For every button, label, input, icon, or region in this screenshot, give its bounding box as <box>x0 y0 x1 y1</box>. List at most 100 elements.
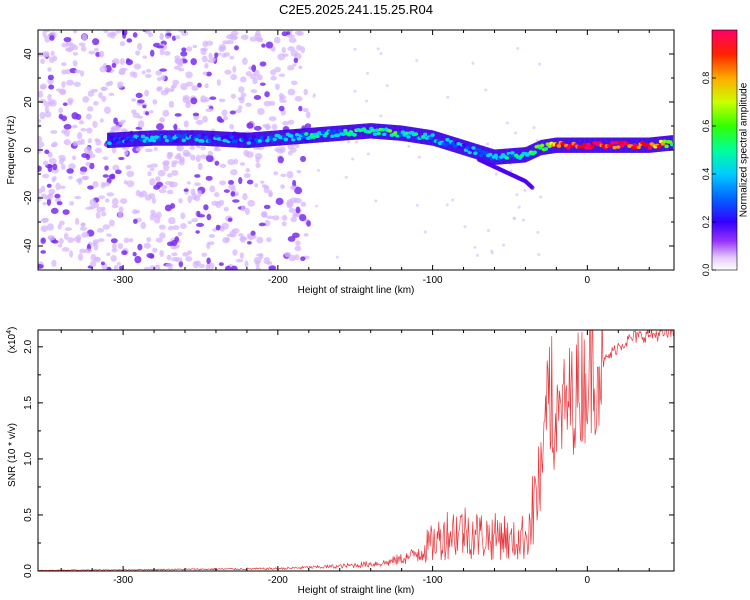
noise-speck <box>50 143 56 148</box>
noise-speck <box>47 67 52 72</box>
ridge-band <box>390 124 393 141</box>
noise-speck <box>238 177 243 185</box>
noise-speck <box>38 263 44 269</box>
noise-speck <box>463 225 467 229</box>
ridge-cell <box>296 136 302 141</box>
noise-speck <box>201 55 208 63</box>
noise-speck <box>180 51 188 57</box>
ridge-cell <box>116 140 121 145</box>
noise-speck <box>490 249 494 253</box>
noise-speck <box>303 88 309 96</box>
noise-speck <box>206 213 212 221</box>
noise-speck <box>178 158 185 166</box>
noise-speck <box>59 185 66 190</box>
noise-speck <box>223 189 231 193</box>
noise-speck <box>152 247 158 253</box>
noise-speck <box>44 149 50 155</box>
spectrogram-y-label: Frequency (Hz) <box>6 116 17 185</box>
noise-speck <box>42 173 50 179</box>
ridge-cell <box>476 148 482 152</box>
ridge-cell <box>268 135 274 140</box>
ridge-cell <box>400 130 406 135</box>
noise-speck <box>80 127 87 132</box>
noise-speck <box>85 154 91 160</box>
ridge-cell <box>619 143 625 148</box>
ridge-band <box>166 130 169 146</box>
noise-speck <box>133 63 142 70</box>
noise-speck <box>228 179 235 185</box>
ridge-band <box>446 134 448 151</box>
noise-speck <box>290 80 298 86</box>
noise-speck <box>215 200 222 209</box>
noise-speck <box>51 259 57 267</box>
noise-speck <box>106 192 115 197</box>
noise-speck <box>206 257 211 265</box>
noise-speck <box>98 50 105 58</box>
noise-speck <box>40 237 46 244</box>
noise-speck <box>150 209 156 215</box>
noise-speck <box>316 168 320 172</box>
ridge-band <box>478 144 481 161</box>
noise-speck <box>126 38 133 43</box>
noise-speck <box>149 167 155 172</box>
noise-speck <box>90 88 98 93</box>
noise-speck <box>245 102 252 107</box>
noise-speck <box>62 209 70 215</box>
ridge-cell <box>584 145 589 150</box>
noise-speck <box>167 173 173 178</box>
ridge-cell <box>294 132 300 137</box>
noise-speck <box>143 242 151 249</box>
noise-speck <box>64 227 73 231</box>
noise-speck <box>92 239 100 245</box>
noise-speck <box>242 193 248 201</box>
noise-speck <box>140 221 147 229</box>
noise-speck <box>234 191 239 196</box>
ridge-band <box>432 130 435 146</box>
noise-speck <box>40 185 46 193</box>
ridge-cell <box>376 131 381 136</box>
ridge-cell <box>138 137 144 142</box>
ridge-cell <box>233 136 238 140</box>
ridge-band <box>108 132 110 149</box>
noise-speck <box>264 91 270 98</box>
ridge-cell <box>328 130 333 134</box>
noise-speck <box>190 97 198 105</box>
noise-speck <box>115 169 122 175</box>
ridge-cell <box>413 132 419 136</box>
ridge-band <box>322 126 325 143</box>
noise-speck <box>229 124 235 130</box>
x-tick-label: -200 <box>268 275 288 286</box>
noise-speck <box>190 58 197 66</box>
noise-speck <box>119 198 128 204</box>
noise-speck <box>270 69 277 76</box>
noise-speck <box>221 222 230 230</box>
noise-speck <box>168 216 176 225</box>
ridge-band <box>379 123 381 140</box>
noise-speck <box>119 265 124 270</box>
ridge-band <box>232 131 234 148</box>
ridge-band <box>225 131 228 148</box>
noise-speck <box>88 50 96 55</box>
noise-speck <box>186 46 193 52</box>
noise-speck <box>108 219 115 227</box>
noise-speck <box>112 164 120 171</box>
noise-speck <box>73 81 82 87</box>
ridge-band <box>546 138 549 155</box>
noise-speck <box>209 185 216 193</box>
noise-speck <box>476 253 480 257</box>
noise-speck <box>353 89 357 93</box>
noise-speck <box>155 70 163 76</box>
noise-speck <box>224 69 232 75</box>
noise-speck <box>38 135 43 143</box>
ridge-band <box>438 132 441 148</box>
noise-speck <box>103 182 111 187</box>
noise-speck <box>207 150 213 156</box>
noise-speck <box>58 107 64 114</box>
ridge-band <box>435 131 437 147</box>
ridge-cell <box>645 142 651 147</box>
noise-speck <box>347 140 351 144</box>
noise-speck <box>93 256 101 263</box>
noise-speck <box>178 260 184 268</box>
noise-speck <box>255 162 261 169</box>
y-tick-label: 1.0 <box>23 452 34 466</box>
